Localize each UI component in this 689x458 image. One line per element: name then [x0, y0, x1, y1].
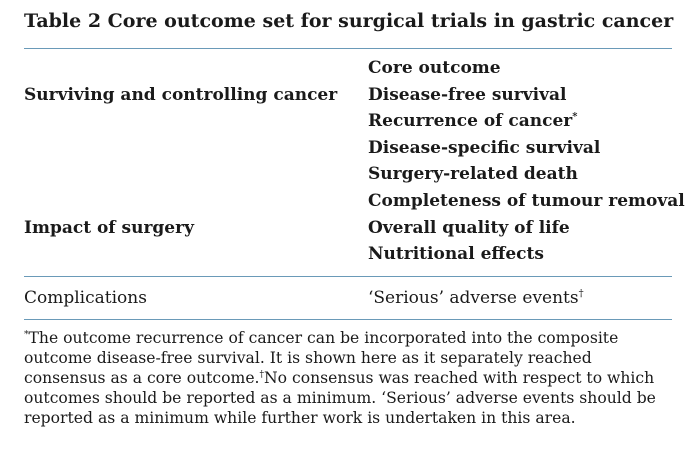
domain-complications: Complications — [24, 288, 147, 308]
outcome-item: Completeness of tumour removal — [368, 190, 685, 211]
domain-surviving: Surviving and controlling cancer — [24, 85, 338, 105]
outcome-header: Core outcome — [368, 58, 501, 78]
footnote-text-1: The outcome recurrence of cancer can be … — [24, 329, 619, 387]
domain-impact: Impact of surgery — [24, 218, 194, 238]
outcome-item: Disease-free survival — [368, 84, 567, 105]
outcome-item: Nutritional effects — [368, 244, 544, 265]
footnote-mark-2: † — [259, 369, 265, 380]
mid-rule — [24, 276, 672, 277]
table-footnote: *The outcome recurrence of cancer can be… — [24, 328, 664, 428]
footnote-mark-1: * — [24, 329, 29, 340]
outcome-complications: ‘Serious’ adverse events† — [368, 288, 584, 308]
top-rule — [24, 48, 672, 49]
outcome-item: Overall quality of life — [368, 217, 570, 238]
outcome-item: Surgery-related death — [368, 164, 578, 185]
outcome-item: Recurrence of cancer* — [368, 111, 578, 132]
outcome-list: Core outcome Disease-free survival Recur… — [368, 55, 685, 268]
footnote-text-2: No consensus was reached with respect to… — [24, 369, 656, 427]
outcome-item: Disease-specific survival — [368, 137, 601, 158]
table-title: Table 2 Core outcome set for surgical tr… — [24, 10, 674, 32]
bottom-rule — [24, 319, 672, 320]
